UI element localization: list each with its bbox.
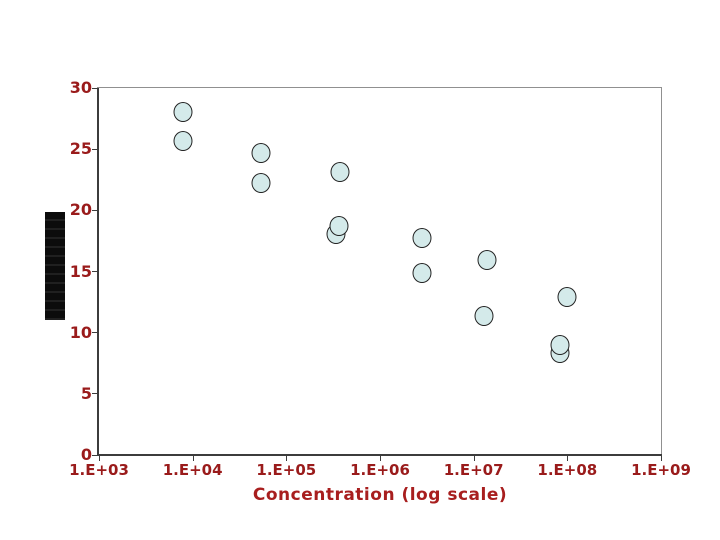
data-point	[251, 142, 271, 163]
y-axis-tick-label: 10	[69, 322, 92, 342]
y-axis-tick	[92, 209, 98, 211]
x-axis-tick	[192, 455, 194, 461]
y-axis-tick-label: 0	[80, 445, 92, 464]
data-point	[329, 216, 349, 237]
x-axis-tick-label: 1.E+06	[350, 461, 410, 479]
data-point	[330, 162, 350, 183]
plot-right-border	[661, 87, 662, 456]
x-axis-tick-label: 1.E+03	[69, 461, 129, 479]
data-point	[412, 228, 432, 249]
y-axis-title-redaction-bar	[45, 212, 65, 320]
y-axis-line	[97, 88, 99, 456]
y-axis-tick-label: 15	[69, 261, 92, 281]
y-axis-tick-label: 5	[80, 383, 92, 403]
x-axis-tick-label: 1.E+05	[256, 461, 317, 479]
y-axis-tick	[92, 87, 98, 89]
y-axis-tick-label: 30	[69, 78, 92, 97]
y-axis-tick	[92, 454, 98, 456]
data-point	[474, 305, 494, 326]
x-axis-tick	[99, 455, 100, 461]
x-axis-title: Concentration (log scale)	[252, 485, 508, 505]
x-axis-tick-label: 1.E+07	[443, 461, 504, 479]
data-point	[173, 130, 193, 151]
x-axis-tick	[473, 455, 475, 461]
x-axis-tick	[286, 455, 288, 461]
y-axis-tick	[92, 271, 98, 272]
plot-top-border	[97, 87, 662, 88]
y-axis-tick	[92, 148, 98, 150]
data-point	[173, 102, 193, 123]
x-axis-tick-label: 1.E+09	[631, 461, 691, 479]
data-point	[557, 287, 576, 308]
x-axis-tick-label: 1.E+08	[537, 461, 598, 479]
x-axis-tick	[567, 455, 569, 461]
data-point	[251, 173, 271, 194]
y-axis-tick-label: 20	[69, 200, 92, 220]
data-point	[550, 334, 570, 355]
y-axis-tick	[92, 332, 98, 334]
x-axis-tick	[661, 455, 662, 461]
y-axis-tick	[92, 393, 98, 395]
y-axis-tick-label: 25	[69, 139, 92, 159]
x-axis-tick-label: 1.E+04	[162, 461, 223, 479]
data-point	[412, 262, 432, 283]
x-axis-line	[97, 454, 662, 456]
data-point	[477, 250, 497, 271]
x-axis-tick	[380, 455, 381, 461]
